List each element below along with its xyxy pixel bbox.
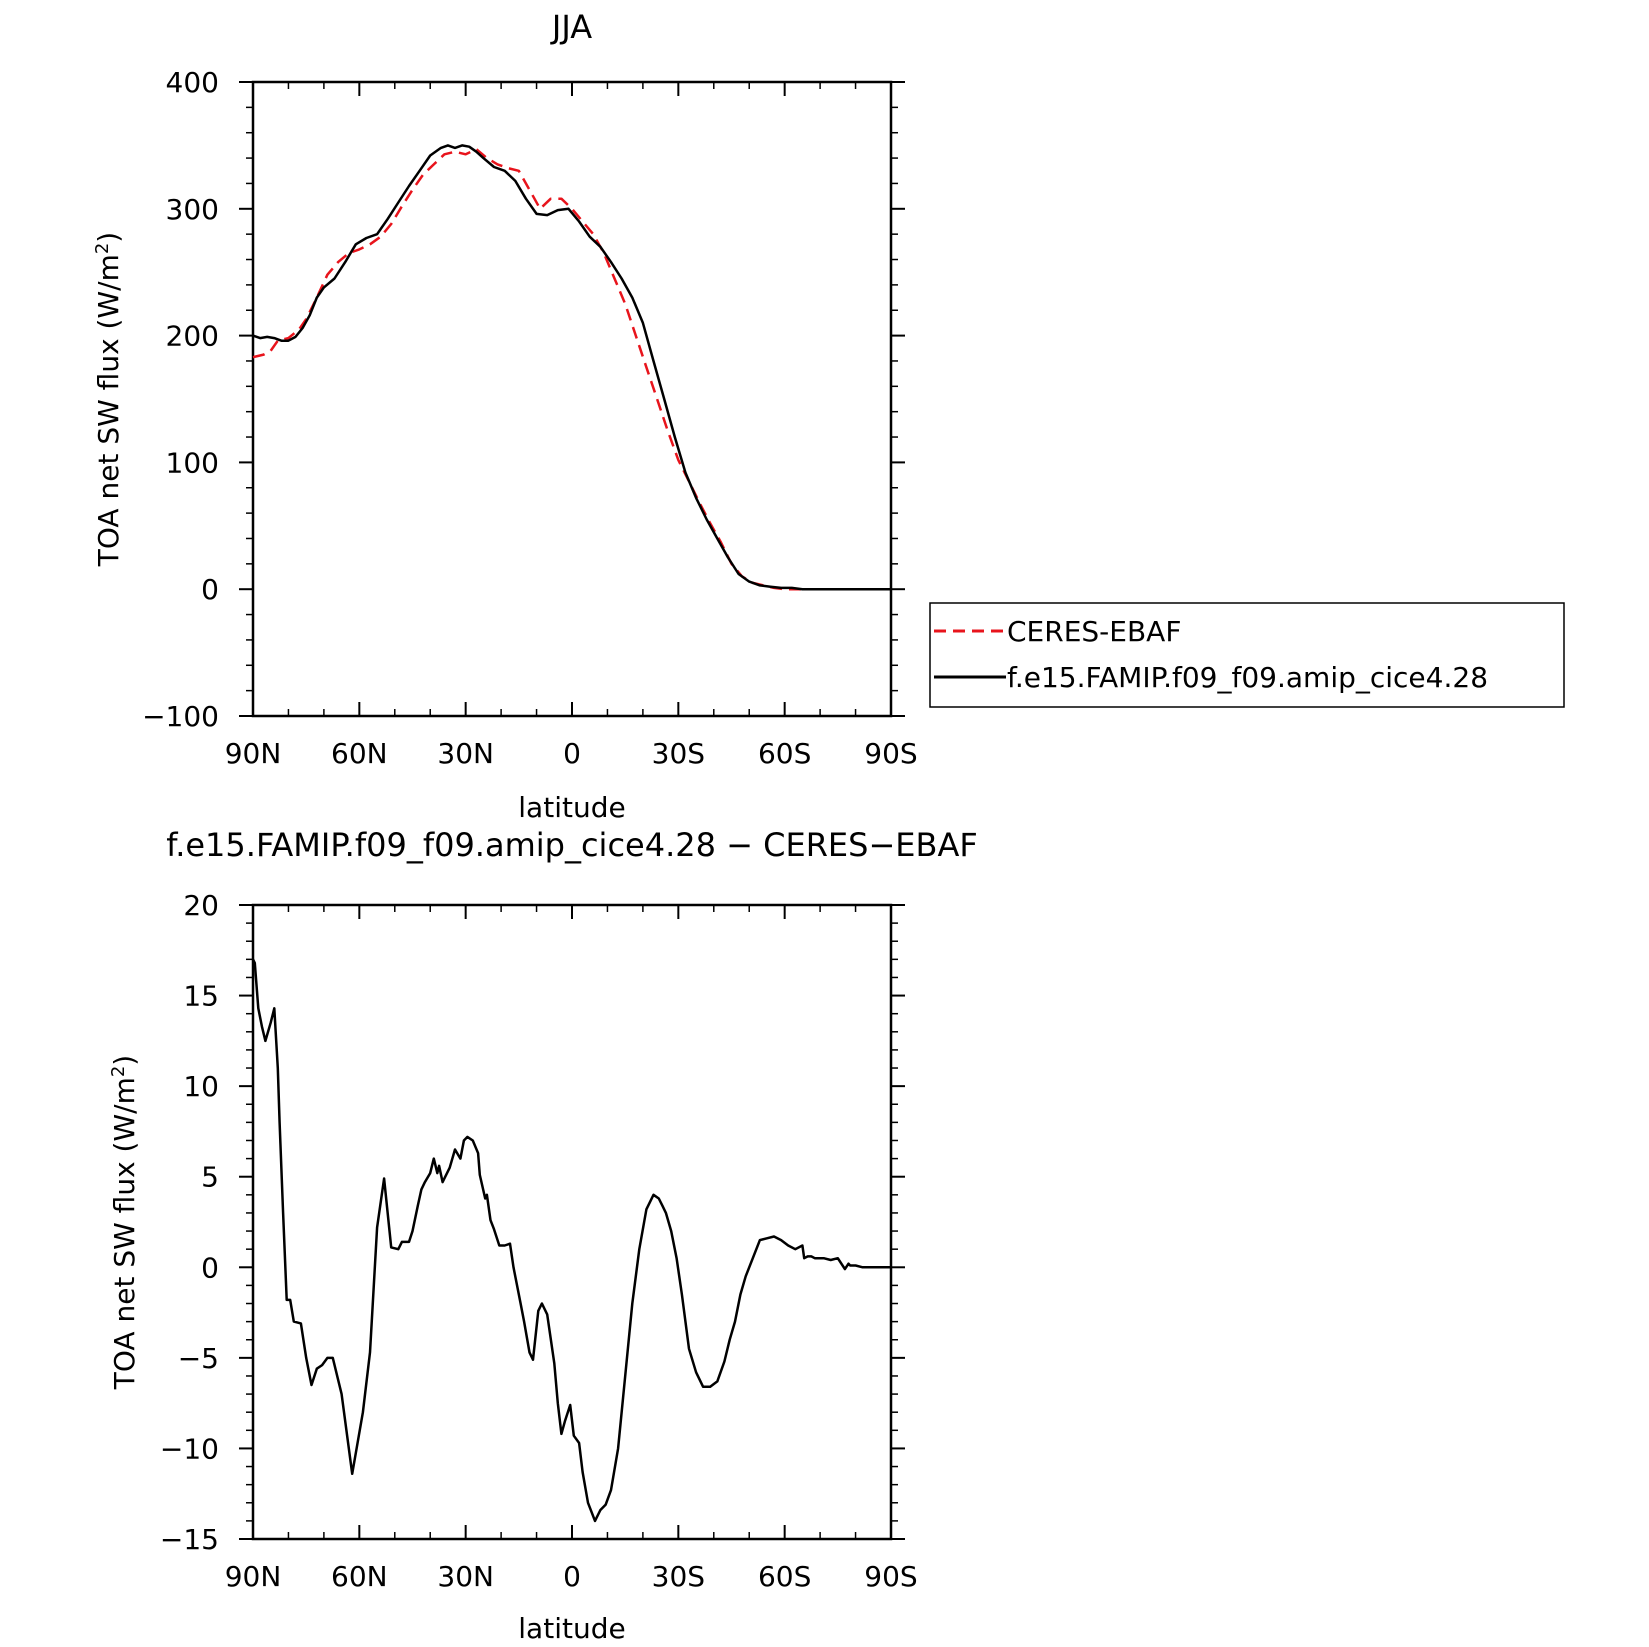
top-x-tick-label: 0 xyxy=(563,737,581,770)
top-x-tick-label: 90S xyxy=(864,737,917,770)
top-y-tick-label: 100 xyxy=(166,446,219,479)
legend: CERES-EBAF f.e15.FAMIP.f09_f09.amip_cice… xyxy=(929,602,1565,708)
bottom-series-line-0 xyxy=(251,958,891,1523)
bottom-y-tick-label: 0 xyxy=(201,1251,219,1284)
bottom-chart-title: f.e15.FAMIP.f09_f09.amip_cice4.28 − CERE… xyxy=(166,826,977,864)
bottom-x-tick-label: 90N xyxy=(225,1560,282,1593)
top-x-tick-label: 90N xyxy=(225,737,282,770)
top-x-tick-label: 30N xyxy=(437,737,494,770)
bottom-y-tick-label: −5 xyxy=(178,1342,219,1375)
top-series-lines xyxy=(252,144,891,591)
bottom-x-tick-label: 0 xyxy=(563,1560,581,1593)
bottom-chart-panel: f.e15.FAMIP.f09_f09.amip_cice4.28 − CERE… xyxy=(108,826,978,1645)
top-x-tick-label: 30S xyxy=(652,737,705,770)
top-y-tick-label: 300 xyxy=(166,193,219,226)
top-y-tick-label: −100 xyxy=(142,700,219,733)
top-y-tick-label: 400 xyxy=(166,66,219,99)
top-x-tick-label: 60S xyxy=(758,737,811,770)
bottom-x-tick-label: 90S xyxy=(864,1560,917,1593)
top-x-axis-label: latitude xyxy=(518,791,625,824)
bottom-y-axis-label: TOA net SW flux (W/m2) xyxy=(108,1055,141,1390)
bottom-y-tick-label: 15 xyxy=(183,980,219,1013)
top-chart-panel: JJA 90N 60N 30N 0 30S 60S 90S −100 0 100 200 300 400… xyxy=(92,8,918,824)
top-series-line-0 xyxy=(252,147,891,591)
bottom-x-axis-label: latitude xyxy=(518,1612,625,1645)
top-plot-frame xyxy=(251,80,893,718)
bottom-axis-ticks: 90N 60N 30N 0 30S 60S 90S −15 −10 −5 0 5 10 15 20 xyxy=(160,889,918,1593)
top-y-tick-label: 0 xyxy=(201,573,219,606)
bottom-y-tick-label: −15 xyxy=(160,1523,219,1556)
top-axis-ticks: 90N 60N 30N 0 30S 60S 90S −100 0 100 200 300 400 xyxy=(142,66,918,770)
top-series-line-1 xyxy=(252,144,891,591)
top-y-tick-label: 200 xyxy=(166,320,219,353)
top-x-tick-label: 60N xyxy=(331,737,388,770)
bottom-y-tick-label: 20 xyxy=(183,889,219,922)
bottom-y-tick-label: 5 xyxy=(201,1161,219,1194)
bottom-x-tick-label: 60S xyxy=(758,1560,811,1593)
bottom-y-tick-label: −10 xyxy=(160,1432,219,1465)
bottom-series-lines xyxy=(251,958,891,1523)
top-chart-title: JJA xyxy=(550,8,592,46)
legend-label-ceres-ebaf: CERES-EBAF xyxy=(1007,615,1181,648)
bottom-x-tick-label: 30S xyxy=(652,1560,705,1593)
top-y-axis-label: TOA net SW flux (W/m2) xyxy=(92,232,125,567)
bottom-x-tick-label: 60N xyxy=(331,1560,388,1593)
bottom-y-tick-label: 10 xyxy=(183,1070,219,1103)
bottom-x-tick-label: 30N xyxy=(437,1560,494,1593)
legend-label-famip: f.e15.FAMIP.f09_f09.amip_cice4.28 xyxy=(1007,661,1488,694)
legend-box xyxy=(929,602,1565,708)
